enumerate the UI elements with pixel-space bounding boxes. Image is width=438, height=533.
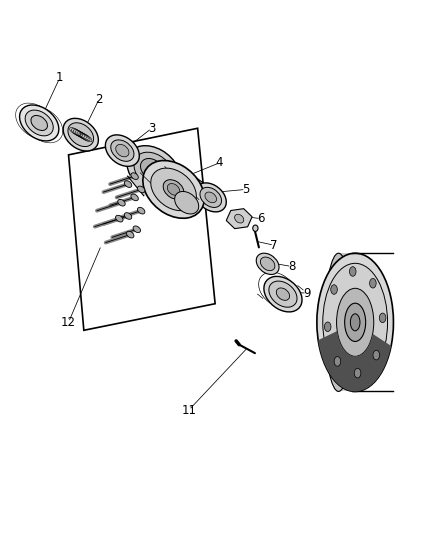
Ellipse shape	[117, 199, 125, 206]
Ellipse shape	[63, 118, 98, 151]
Ellipse shape	[353, 368, 360, 378]
Ellipse shape	[31, 116, 47, 131]
Ellipse shape	[163, 180, 184, 199]
Ellipse shape	[127, 146, 180, 196]
Ellipse shape	[234, 214, 243, 223]
Ellipse shape	[126, 231, 134, 238]
Ellipse shape	[316, 253, 392, 391]
Ellipse shape	[110, 140, 134, 161]
Ellipse shape	[344, 303, 365, 342]
Ellipse shape	[268, 281, 297, 307]
Ellipse shape	[105, 135, 139, 166]
Ellipse shape	[174, 191, 198, 214]
Ellipse shape	[150, 168, 196, 211]
Text: 8: 8	[287, 260, 295, 273]
Ellipse shape	[350, 314, 359, 331]
Ellipse shape	[133, 226, 140, 232]
Circle shape	[252, 225, 258, 231]
Ellipse shape	[349, 266, 355, 276]
Text: 4: 4	[215, 156, 223, 169]
Ellipse shape	[131, 173, 138, 180]
Text: 3: 3	[148, 122, 155, 135]
Ellipse shape	[260, 257, 274, 271]
Ellipse shape	[369, 278, 375, 288]
Ellipse shape	[124, 213, 131, 219]
Text: 11: 11	[181, 403, 196, 416]
Ellipse shape	[20, 105, 59, 141]
Ellipse shape	[324, 322, 330, 332]
Text: 10: 10	[362, 305, 377, 318]
Ellipse shape	[205, 192, 216, 203]
Ellipse shape	[115, 215, 123, 222]
Ellipse shape	[256, 253, 279, 274]
Ellipse shape	[200, 187, 221, 207]
Ellipse shape	[131, 194, 138, 201]
Text: 1: 1	[56, 71, 64, 84]
Ellipse shape	[333, 357, 340, 366]
Text: 6: 6	[257, 212, 264, 225]
Ellipse shape	[372, 350, 379, 360]
Ellipse shape	[322, 263, 387, 381]
Polygon shape	[127, 165, 203, 196]
Ellipse shape	[263, 277, 301, 312]
Ellipse shape	[142, 160, 204, 219]
Ellipse shape	[137, 207, 145, 214]
Ellipse shape	[137, 186, 145, 193]
Ellipse shape	[134, 152, 173, 189]
Ellipse shape	[167, 183, 180, 195]
Ellipse shape	[324, 253, 351, 391]
Ellipse shape	[378, 313, 385, 322]
Polygon shape	[226, 208, 251, 229]
Ellipse shape	[336, 288, 373, 357]
Ellipse shape	[195, 183, 226, 212]
Ellipse shape	[116, 144, 129, 157]
Ellipse shape	[140, 158, 164, 181]
Ellipse shape	[276, 288, 289, 301]
Ellipse shape	[124, 181, 131, 188]
Text: 2: 2	[95, 93, 102, 106]
Polygon shape	[318, 331, 390, 391]
Text: 9: 9	[303, 287, 310, 300]
Ellipse shape	[25, 110, 53, 136]
Text: 7: 7	[270, 239, 277, 252]
Polygon shape	[338, 253, 355, 391]
Ellipse shape	[330, 285, 336, 294]
Text: 5: 5	[241, 183, 249, 196]
Ellipse shape	[68, 123, 93, 147]
Text: 12: 12	[61, 316, 76, 329]
